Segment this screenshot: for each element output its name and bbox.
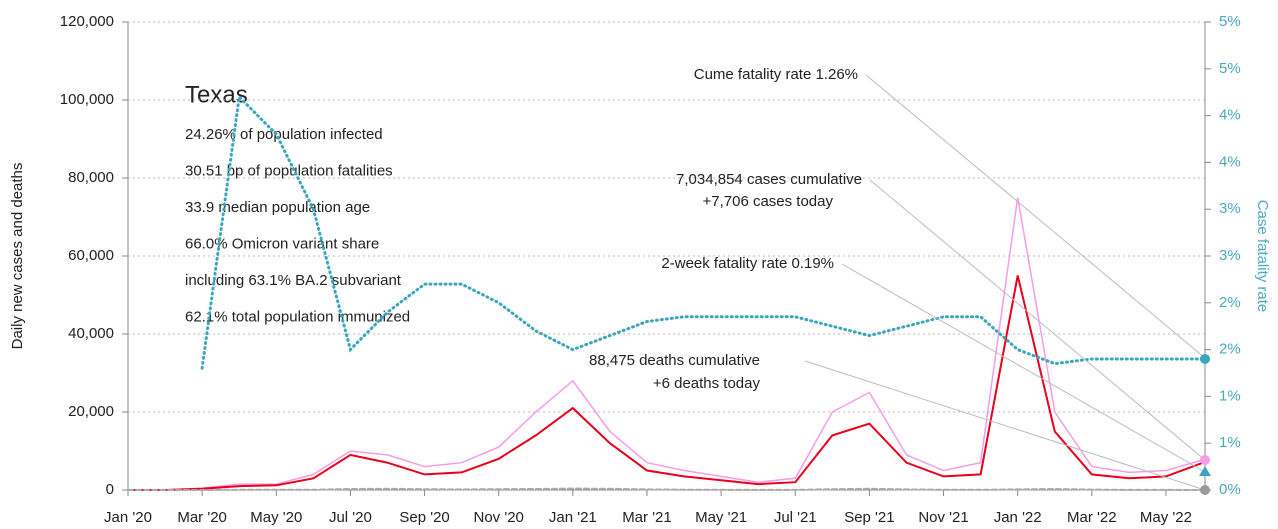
x-tick-label: Jul '21 <box>774 509 817 526</box>
series-line <box>127 275 1204 491</box>
x-tick-label: Sep '21 <box>844 509 894 526</box>
end-marker <box>1200 353 1210 364</box>
x-tick-label: May '20 <box>250 509 302 526</box>
y2-tick-label: 5% <box>1219 13 1241 30</box>
annotation-leader <box>841 263 1206 473</box>
info-line: 30.51 bp of population fatalities <box>185 162 393 179</box>
x-tick-label: Nov '21 <box>918 509 968 526</box>
y2-tick-label: 2% <box>1219 341 1241 358</box>
info-line: 66.0% Omicron variant share <box>185 235 379 252</box>
x-tick-label: Mar '22 <box>1067 509 1117 526</box>
y-tick-label: 0 <box>106 481 114 498</box>
annotation-leader <box>869 179 1206 461</box>
y2-tick-label: 3% <box>1219 200 1241 217</box>
x-tick-label: Mar '20 <box>177 509 227 526</box>
annotation: Cume fatality rate 1.26% <box>694 66 858 83</box>
info-line: 24.26% of population infected <box>185 126 383 143</box>
x-tick-label: Sep '20 <box>399 509 449 526</box>
y-tick-label: 80,000 <box>68 169 114 186</box>
y2-tick-label: 5% <box>1219 60 1241 77</box>
y-tick-label: 60,000 <box>68 247 114 264</box>
y-tick-label: 100,000 <box>60 91 114 108</box>
annotation: 2-week fatality rate 0.19% <box>661 255 834 272</box>
y-axis-label: Daily new cases and deaths <box>9 163 26 350</box>
series-line <box>200 93 1205 370</box>
x-tick-label: May '22 <box>1140 509 1192 526</box>
y2-tick-label: 0% <box>1219 481 1241 498</box>
series-line <box>127 197 1204 491</box>
y-tick-label: 40,000 <box>68 325 114 342</box>
end-marker <box>1199 466 1211 476</box>
end-marker <box>1200 454 1210 465</box>
x-tick-label: Jan '21 <box>549 509 597 526</box>
end-marker <box>1200 484 1210 495</box>
y2-tick-label: 4% <box>1219 153 1241 170</box>
annotation: 88,475 deaths cumulative <box>589 352 760 369</box>
y-tick-label: 120,000 <box>60 13 114 30</box>
annotation-leader <box>804 360 1206 491</box>
series-line <box>127 487 1204 491</box>
annotation-leader <box>865 74 1206 359</box>
y2-tick-label: 4% <box>1219 107 1241 124</box>
annotation: +6 deaths today <box>653 375 761 392</box>
annotation: 7,034,854 cases cumulative <box>676 171 862 188</box>
y2-tick-label: 1% <box>1219 387 1241 404</box>
x-tick-label: May '21 <box>695 509 747 526</box>
info-line: including 63.1% BA.2 subvariant <box>185 272 402 289</box>
annotation: +7,706 cases today <box>702 193 833 210</box>
y2-tick-label: 1% <box>1219 434 1241 451</box>
y-tick-label: 20,000 <box>68 403 114 420</box>
y2-tick-label: 3% <box>1219 247 1241 264</box>
x-tick-label: Mar '21 <box>622 509 672 526</box>
y2-tick-label: 2% <box>1219 294 1241 311</box>
x-tick-label: Jan '20 <box>104 509 152 526</box>
x-tick-label: Jul '20 <box>329 509 372 526</box>
y2-axis-label: Case fatality rate <box>1254 200 1271 313</box>
info-line: 62.1% total population immunized <box>185 308 410 325</box>
info-line: 33.9 median population age <box>185 199 370 216</box>
x-tick-label: Jan '22 <box>994 509 1042 526</box>
x-tick-label: Nov '20 <box>474 509 524 526</box>
